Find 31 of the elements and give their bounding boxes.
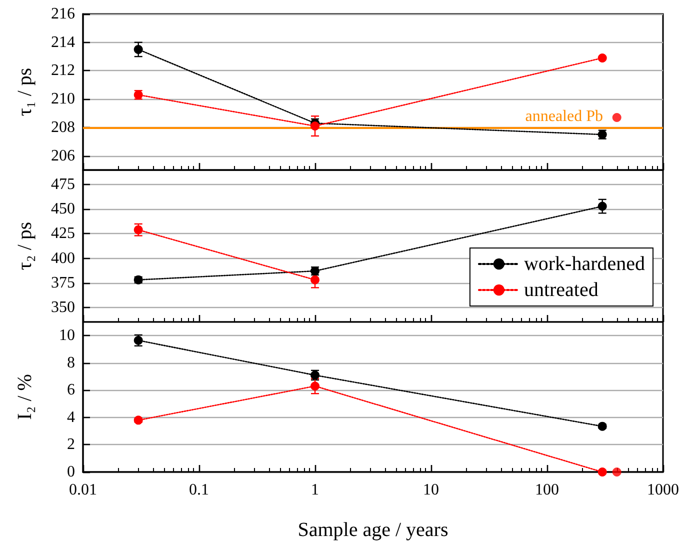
ref-line-label: annealed Pb [525, 108, 603, 125]
y-tick-label: 425 [51, 225, 75, 242]
y-axis-title: I₂ / % [14, 374, 36, 420]
y-tick-label: 450 [51, 200, 75, 218]
legend-label: untreated [524, 279, 598, 301]
y-tick-label: 206 [51, 147, 75, 164]
y-tick-label: 4 [67, 408, 75, 426]
y-tick-label: 214 [51, 34, 75, 51]
legend-label: work-hardened [524, 253, 646, 275]
y-axis-title: τ₂ / ps [14, 222, 36, 270]
x-tick-label: 100 [535, 482, 559, 498]
y-tick-label: 8 [67, 354, 75, 372]
y-tick-label: 375 [51, 274, 75, 292]
y-tick-label: 10 [59, 327, 75, 344]
y-tick-label: 0 [67, 464, 75, 480]
x-tick-label: 10 [423, 482, 439, 498]
x-tick-label: 1000 [647, 482, 679, 498]
y-tick-label: 475 [51, 176, 75, 194]
x-tick-label: 1 [311, 482, 319, 498]
y-tick-label: 208 [51, 118, 75, 136]
y-tick-label: 210 [51, 90, 75, 108]
x-tick-label: 0.01 [69, 482, 97, 498]
x-axis-title: Sample age / years [298, 519, 448, 541]
y-tick-label: 2 [67, 436, 75, 454]
y-tick-label: 6 [67, 382, 75, 399]
y-axis-title: τ₁ / ps [14, 68, 36, 116]
x-tick-label: 0.1 [189, 482, 209, 498]
y-tick-label: 216 [51, 6, 75, 22]
y-tick-label: 350 [51, 298, 75, 316]
y-tick-label: 400 [51, 250, 75, 267]
y-tick-label: 212 [51, 62, 75, 80]
